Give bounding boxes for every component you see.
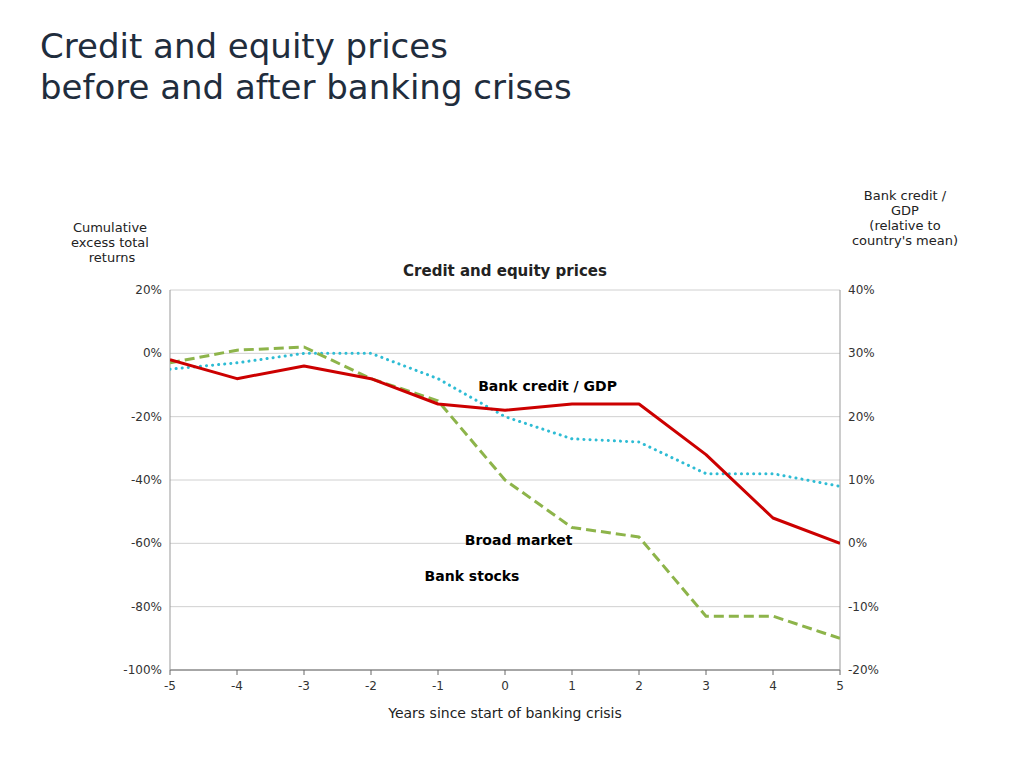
y-axis-label: Cumulativeexcess total returns xyxy=(71,220,149,265)
x-tick-label: -2 xyxy=(365,679,377,693)
y2-axis-line xyxy=(840,290,841,670)
grid-line xyxy=(170,606,840,607)
plot-area xyxy=(170,290,840,670)
y2-tick-label: 40% xyxy=(848,283,875,297)
y2-tick-label: -10% xyxy=(848,600,879,614)
x-tick xyxy=(773,670,774,675)
x-tick xyxy=(639,670,640,675)
grid-line xyxy=(170,416,840,417)
series-line xyxy=(170,360,840,544)
x-tick-label: 1 xyxy=(568,679,576,693)
y2-tick-label: 20% xyxy=(848,410,875,424)
y-axis-line xyxy=(170,290,171,670)
y2-tick-label: 10% xyxy=(848,473,875,487)
x-tick xyxy=(840,670,841,675)
y-tick-label: 0% xyxy=(143,346,162,360)
x-tick xyxy=(706,670,707,675)
y-tick-label: -40% xyxy=(131,473,162,487)
x-tick-label: -5 xyxy=(164,679,176,693)
y-tick-label: -20% xyxy=(131,410,162,424)
x-tick xyxy=(237,670,238,675)
x-tick xyxy=(371,670,372,675)
y2-tick-label: -20% xyxy=(848,663,879,677)
series-line xyxy=(170,347,840,638)
chart-title: Credit and equity prices xyxy=(403,262,607,280)
series-lines xyxy=(170,347,840,638)
y2-tick-label: 0% xyxy=(848,536,867,550)
y-tick-label: -100% xyxy=(123,663,162,677)
x-axis-line xyxy=(170,670,840,671)
grid-line xyxy=(170,670,840,671)
x-tick xyxy=(438,670,439,675)
series-annotation: Bank credit / GDP xyxy=(478,378,617,394)
x-tick-label: 2 xyxy=(635,679,643,693)
main-title: Credit and equity pricesbefore and after… xyxy=(40,26,572,107)
y-tick-label: 20% xyxy=(135,283,162,297)
grid-line xyxy=(170,353,840,354)
x-tick-label: 0 xyxy=(501,679,509,693)
grid xyxy=(170,290,840,670)
series-annotation: Bank stocks xyxy=(425,568,520,584)
x-tick xyxy=(170,670,171,675)
series-annotation: Broad market xyxy=(465,532,573,548)
chart: Credit and equity pricesbefore and after… xyxy=(0,0,1024,768)
x-tick xyxy=(304,670,305,675)
y2-tick-label: 30% xyxy=(848,346,875,360)
y-tick-label: -60% xyxy=(131,536,162,550)
grid-line xyxy=(170,290,840,291)
x-axis-label: Years since start of banking crisis xyxy=(387,705,622,721)
x-tick-label: -3 xyxy=(298,679,310,693)
x-tick-label: -1 xyxy=(432,679,444,693)
y-tick-label: -80% xyxy=(131,600,162,614)
x-tick-label: 3 xyxy=(702,679,710,693)
x-tick xyxy=(505,670,506,675)
x-tick xyxy=(572,670,573,675)
x-tick-label: 4 xyxy=(769,679,777,693)
y2-axis-label: Bank credit /GDP(relative tocountry's me… xyxy=(852,188,958,248)
x-tick-label: -4 xyxy=(231,679,243,693)
x-tick-label: 5 xyxy=(836,679,844,693)
